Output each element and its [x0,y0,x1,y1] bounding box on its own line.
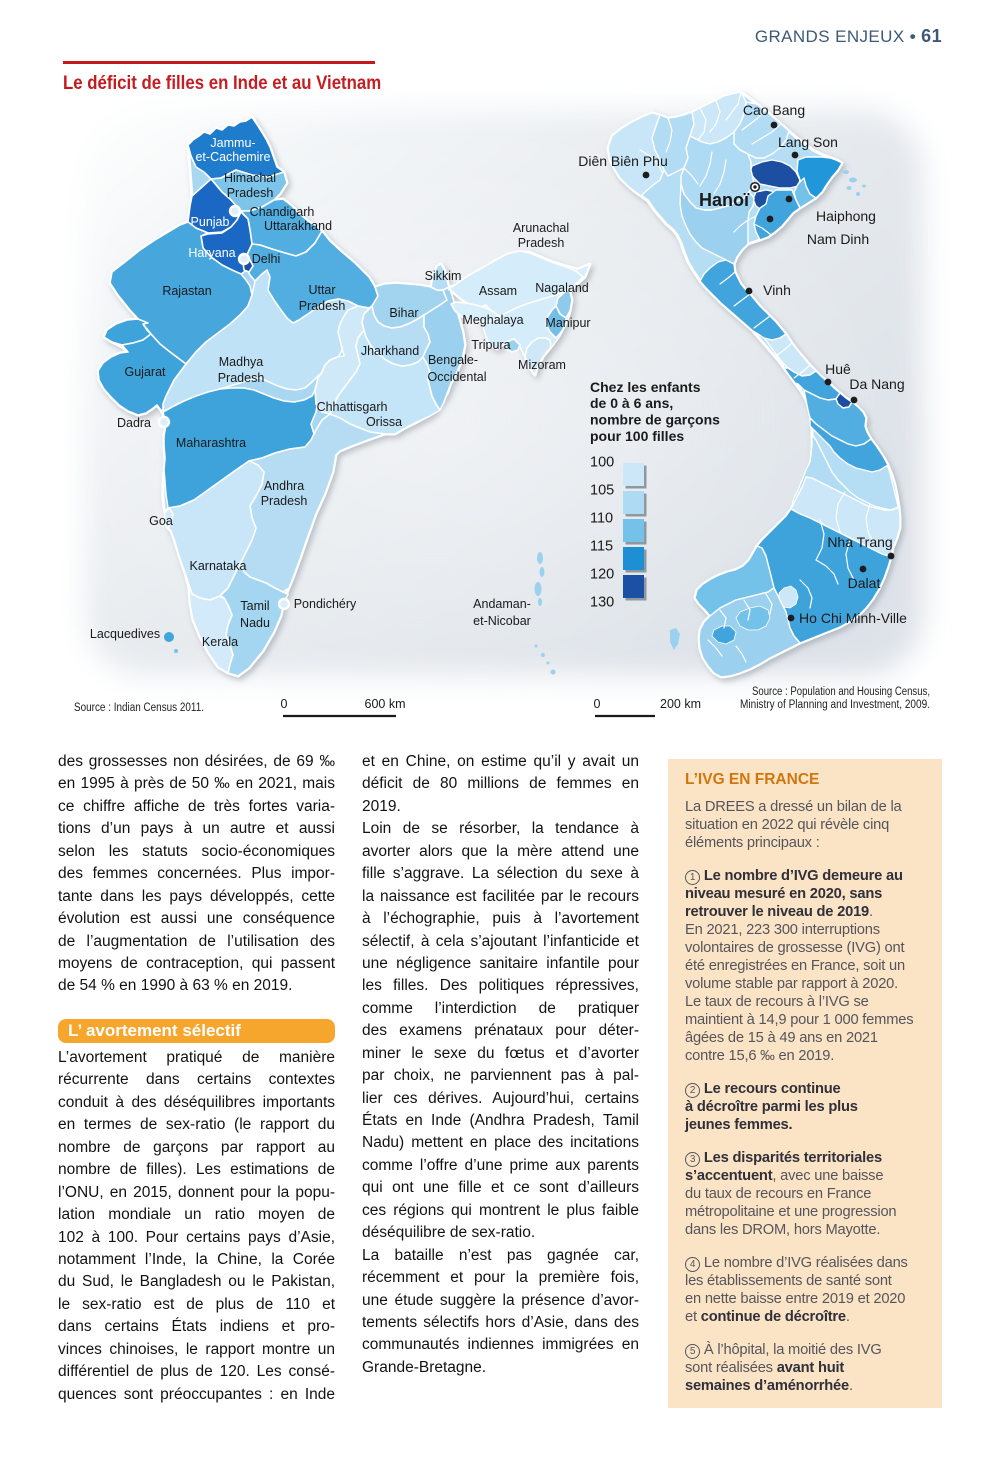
svg-text:Manipur: Manipur [545,316,590,330]
svg-text:Tripura: Tripura [471,338,510,352]
svg-text:Hanoï: Hanoï [699,190,750,210]
svg-text:Delhi: Delhi [252,252,281,266]
svg-text:Sikkim: Sikkim [425,269,462,283]
svg-text:Dalat: Dalat [848,575,881,591]
svg-text:130: 130 [590,595,614,611]
svg-text:Nam Dinh: Nam Dinh [807,231,869,247]
svg-text:Haiphong: Haiphong [816,208,876,224]
svg-text:Karnataka: Karnataka [190,559,247,573]
svg-text:Nadu: Nadu [240,616,270,630]
svg-text:Ministry of Planning and Inves: Ministry of Planning and Investment, 200… [740,699,930,711]
svg-text:Bihar: Bihar [389,306,418,320]
svg-text:Maharashtra: Maharashtra [176,436,246,450]
svg-text:0: 0 [594,697,601,711]
svg-text:Nha Trang: Nha Trang [827,534,892,550]
svg-text:Kerala: Kerala [202,635,238,649]
svg-text:Himachal: Himachal [224,171,276,185]
svg-text:Assam: Assam [479,284,517,298]
svg-text:Orissa: Orissa [366,415,402,429]
svg-text:et-Cachemire: et-Cachemire [195,150,270,164]
svg-text:Punjab: Punjab [191,215,230,229]
svg-text:0: 0 [281,697,288,711]
svg-text:Pondichéry: Pondichéry [294,597,357,611]
svg-text:Bengale-: Bengale- [428,353,478,367]
svg-text:Ho Chi Minh-Ville: Ho Chi Minh-Ville [799,610,907,626]
svg-text:Lang Son: Lang Son [778,134,838,150]
svg-text:et-Nicobar: et-Nicobar [473,614,531,628]
svg-text:Cao Bang: Cao Bang [743,102,805,118]
svg-text:de 0 à 6 ans,: de 0 à 6 ans, [590,395,673,411]
svg-text:Jharkhand: Jharkhand [361,344,419,358]
svg-text:Jammu-: Jammu- [210,136,255,150]
svg-text:Nagaland: Nagaland [535,281,589,295]
svg-text:600 km: 600 km [365,697,406,711]
svg-text:100: 100 [590,455,614,471]
svg-text:110: 110 [590,511,613,527]
svg-text:Uttarakhand: Uttarakhand [264,219,332,233]
svg-text:Mizoram: Mizoram [518,358,566,372]
svg-text:Source : Indian Census 2011.: Source : Indian Census 2011. [74,702,204,714]
svg-text:105: 105 [590,483,614,499]
svg-text:115: 115 [590,539,613,555]
svg-text:Lacquedives: Lacquedives [90,627,160,641]
svg-text:Chhattisgarh: Chhattisgarh [317,400,388,414]
svg-text:Occidental: Occidental [427,370,486,384]
svg-text:Dadra: Dadra [117,416,151,430]
svg-text:Chandigarh: Chandigarh [250,205,315,219]
svg-text:Rajastan: Rajastan [162,284,211,298]
svg-text:Meghalaya: Meghalaya [462,313,523,327]
svg-text:Huê: Huê [825,361,851,377]
svg-text:nombre de garçons: nombre de garçons [590,412,720,428]
svg-text:pour 100 filles: pour 100 filles [590,428,684,444]
svg-text:Tamil: Tamil [240,599,269,613]
svg-text:Gujarat: Gujarat [125,365,167,379]
svg-text:Pradesh: Pradesh [227,186,274,200]
svg-text:Haryana: Haryana [188,246,235,260]
svg-text:Vinh: Vinh [763,282,791,298]
svg-text:Andaman-: Andaman- [473,597,531,611]
svg-text:Madhya: Madhya [219,355,264,369]
svg-text:Chez les enfants: Chez les enfants [590,379,701,395]
svg-text:Source : Population and Housin: Source : Population and Housing Census, [752,686,930,698]
svg-text:Pradesh: Pradesh [518,236,565,250]
svg-text:200 km: 200 km [660,697,701,711]
svg-text:Pradesh: Pradesh [261,494,308,508]
svg-text:Da Nang: Da Nang [849,376,904,392]
svg-text:120: 120 [590,567,614,583]
svg-text:Pradesh: Pradesh [299,299,346,313]
svg-text:Arunachal: Arunachal [513,221,569,235]
svg-text:Andhra: Andhra [264,479,304,493]
svg-text:Diên Biên Phu: Diên Biên Phu [578,153,668,169]
svg-text:Pradesh: Pradesh [218,371,265,385]
svg-text:Uttar: Uttar [308,283,335,297]
svg-text:Goa: Goa [149,514,173,528]
